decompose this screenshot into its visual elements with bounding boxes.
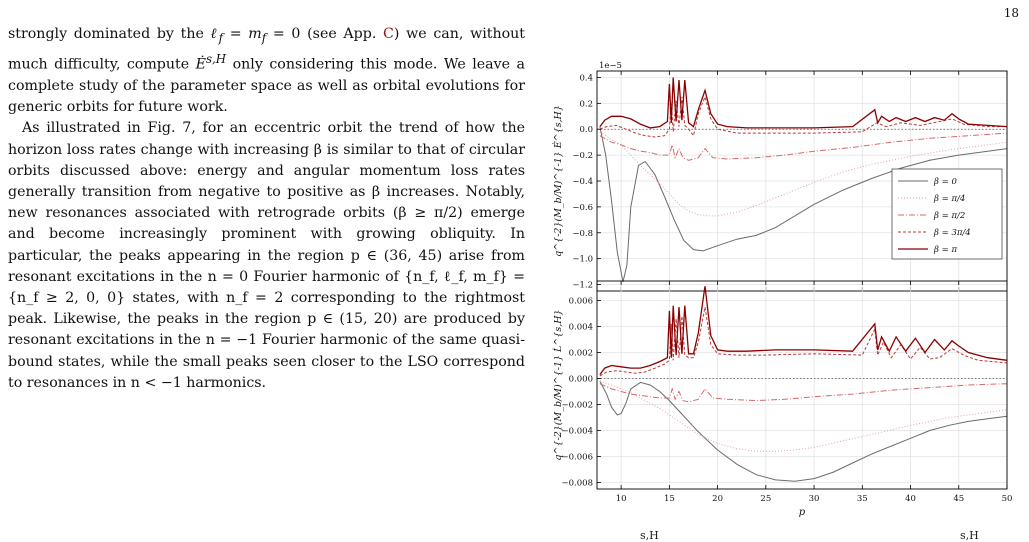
y-tick-label: −0.006 [562, 453, 593, 463]
y-tick-label: −1.0 [572, 255, 593, 265]
y-axis-label: q^{-2}(M_b/M)^{-1} L̇^{s,H} [552, 309, 564, 460]
series-line-Edot-2 [599, 132, 1008, 161]
series-line-Ldot-3 [599, 306, 1008, 377]
legend-label-3: β = 3π/4 [933, 228, 971, 238]
plot-frame [596, 280, 1008, 490]
page-number: 18 [1003, 6, 1019, 20]
y-tick-label: −0.4 [572, 177, 593, 187]
caption-fragment-right: s,H [960, 529, 979, 542]
x-tick-label: 25 [760, 494, 771, 504]
y-tick-label: −0.2 [572, 151, 593, 161]
y-tick-label: 0.000 [569, 375, 593, 385]
y-tick-label: −0.8 [572, 229, 593, 239]
y-tick-label: 0.006 [569, 297, 593, 307]
series-line-Edot-4 [599, 77, 1008, 129]
series-line-Ldot-0 [599, 380, 1008, 482]
y-tick-label: −1.2 [572, 281, 593, 291]
axis-scale-label: 1e−5 [599, 61, 622, 71]
paragraph-2: As illustrated in Fig. 7, for an eccentr… [8, 120, 525, 391]
y-tick-label: −0.002 [562, 401, 593, 411]
x-axis-label: p [799, 507, 806, 518]
legend-label-2: β = π/2 [933, 211, 965, 221]
x-tick-label: 20 [712, 494, 723, 504]
legend-box [891, 168, 1003, 260]
caption-fragment-left: s,H [640, 529, 659, 542]
y-tick-label: −0.6 [572, 203, 593, 213]
series-line-Edot-3 [599, 95, 1007, 138]
appendix-link[interactable]: C [383, 26, 394, 42]
x-tick-label: 15 [664, 494, 675, 504]
figure-svg: 0.4 0.2 0.0 −0.2 −0.4 −0.6 −0.8 −1.0 −1.2 q^{-2}(… [552, 61, 1013, 518]
series-line-Ldot-2 [599, 383, 1008, 403]
y-tick-label: 0.4 [579, 73, 593, 83]
series-line-Edot-0 [599, 126, 1008, 283]
series-line-Ldot-4 [599, 286, 1008, 375]
legend-label-1: β = π/4 [933, 194, 965, 204]
y-tick-label: 0.0 [579, 125, 593, 135]
x-tick-label: 40 [905, 494, 916, 504]
y-axis-label: q^{-2}(M_b/M)^{-1} Ė^{s,H} [552, 105, 564, 257]
figure-7: 0.4 0.2 0.0 −0.2 −0.4 −0.6 −0.8 −1.0 −1.2 q^{-2}(… [545, 55, 1025, 542]
y-tick-label: −0.008 [562, 479, 593, 489]
x-tick-label: 45 [953, 494, 964, 504]
x-tick-label: 50 [1002, 494, 1013, 504]
x-tick-label: 10 [616, 494, 627, 504]
y-tick-label: 0.002 [569, 349, 593, 359]
y-tick-label: 0.2 [579, 99, 593, 109]
y-tick-label: 0.004 [569, 323, 593, 333]
series-line-Edot-1 [599, 131, 1008, 217]
x-tick-label: 35 [857, 494, 868, 504]
legend-label-0: β = 0 [933, 177, 957, 187]
body-text-column: strongly dominated by the ℓf = mf = 0 (s… [8, 24, 525, 394]
y-tick-label: −0.004 [562, 427, 593, 437]
paragraph-1: strongly dominated by the ℓf = mf = 0 (s… [8, 26, 525, 116]
series-line-Ldot-1 [599, 380, 1008, 452]
x-tick-label: 30 [809, 494, 820, 504]
legend-label-4: β = π [933, 245, 957, 255]
